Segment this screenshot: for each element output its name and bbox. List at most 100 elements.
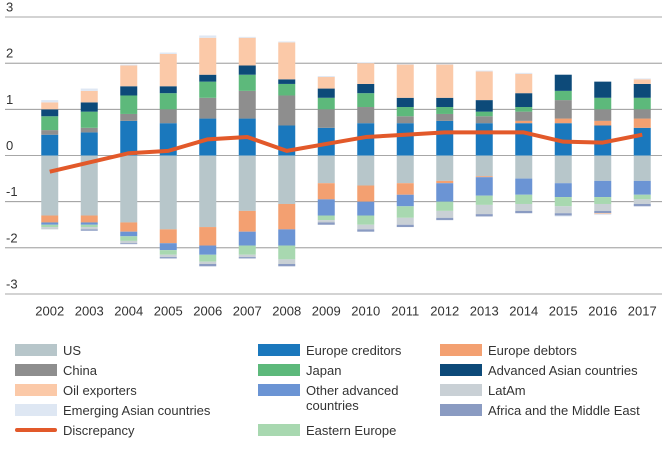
bar-segment [436,217,454,221]
bar-segment [317,183,335,200]
bar-segment [554,213,572,216]
bar-segment [475,214,493,217]
bar-segment [436,113,454,121]
bar-segment [278,245,296,260]
legend-label: Japan [306,363,342,378]
bar-segment [199,263,217,267]
x-tick-label: 2017 [628,303,657,318]
bar-segment [633,194,651,200]
bar-segment [238,74,256,91]
bar-segment [594,180,612,198]
bar-segment [41,102,59,110]
bar-segment [159,229,177,244]
bar-segment [594,214,612,216]
bar-segment [357,215,375,225]
bar-segment [594,81,612,98]
legend-label: Advanced Asian countries [488,363,638,378]
legend-label: Africa and the Middle East [488,403,640,418]
x-tick-label: 2012 [430,303,459,318]
bar-segment [357,123,375,156]
bar-segment [554,183,572,198]
bar-segment [120,222,138,232]
bar-segment [317,222,335,225]
bar-segment [633,97,651,110]
bar-segment [120,155,138,223]
bar-segment [554,215,572,217]
bar-segment [357,62,375,64]
bar-segment [475,155,493,177]
bar-segment [159,254,177,258]
legend-swatch [258,384,300,396]
legend-label: LatAm [488,383,526,398]
legend-swatch [15,384,57,396]
bar-segment [41,130,59,135]
bar-segment [159,93,177,110]
bar-segment [357,83,375,94]
bar-segment [554,155,572,184]
bar-segment [357,63,375,84]
bar-segment [317,199,335,216]
bar-segment [554,74,572,91]
bar-segment [436,97,454,108]
bar-segment [317,109,335,128]
x-tick-label: 2007 [233,303,262,318]
bar-segment [396,107,414,117]
bar-segment [396,183,414,195]
bar-segment [515,210,533,214]
legend-label: Discrepancy [63,423,135,438]
legend-label: Emerging Asian countries [63,403,211,418]
y-tick-label: 0 [6,138,13,153]
legend-swatch [440,364,482,376]
bar-segment [238,37,256,66]
bar-segment [159,257,177,259]
bar-segment [475,100,493,112]
bar-segment [554,123,572,156]
bar-segment [278,203,296,230]
bar-segment [633,118,651,128]
bar-segment [515,73,533,94]
bar-segment [278,42,296,80]
bar-segment [199,97,217,119]
bar-segment [120,236,138,241]
bar-segment [594,210,612,214]
x-tick-label: 2015 [549,303,578,318]
bar-segment [199,81,217,98]
bar-segment [80,102,98,112]
bar-segment [238,210,256,232]
bar-segment [633,180,651,195]
bar-segment [278,259,296,264]
bar-segment [317,127,335,156]
bar-segment [515,194,533,204]
y-tick-label: -2 [6,230,18,245]
bar-segment [41,155,59,216]
bar-segment [357,107,375,124]
legend-label: Europe debtors [488,343,577,358]
bar-segment [120,95,138,114]
bar-segment [159,52,177,54]
bar-segment [633,203,651,207]
bar-segment [80,224,98,228]
bar-segment [159,243,177,251]
bar-segment [199,227,217,246]
bar-segment [80,90,98,103]
bar-segment [436,180,454,184]
bar-segment [396,194,414,207]
x-tick-label: 2005 [154,303,183,318]
bar-segment [436,64,454,98]
bar-segment [594,197,612,204]
bar-segment [475,177,493,196]
bar-segment [199,261,217,264]
bar-segment [317,77,335,89]
bar-segment [199,37,217,75]
bar-segment [357,93,375,108]
bar-segment [199,155,217,228]
legend-swatch [15,428,57,432]
bar-segment [80,222,98,225]
y-tick-label: 2 [6,46,13,61]
bar-segment [41,100,59,103]
bar-segment [396,155,414,184]
x-tick-label: 2013 [470,303,499,318]
x-tick-label: 2003 [75,303,104,318]
bar-segment [41,222,59,225]
